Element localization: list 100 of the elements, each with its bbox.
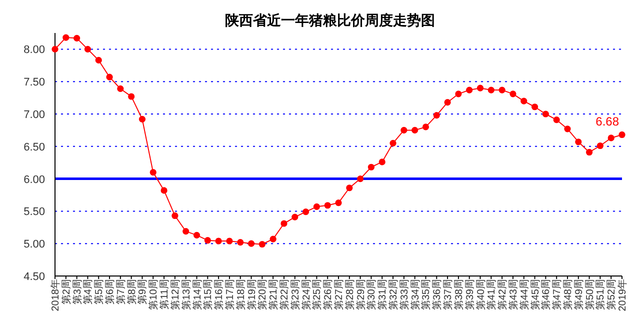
- x-tick-label: 第43周: [507, 279, 520, 310]
- x-tick-label: 第9周: [136, 279, 149, 305]
- x-tick-label: 第49周: [572, 279, 585, 310]
- point: [128, 93, 135, 100]
- y-tick-label: 8.00: [24, 44, 45, 56]
- x-tick-label: 第17周: [224, 279, 236, 310]
- point: [226, 238, 233, 244]
- point: [335, 199, 342, 206]
- x-tick-label: 第5周: [93, 279, 106, 305]
- point: [324, 202, 331, 209]
- point: [204, 237, 211, 244]
- data-label: 6.68: [596, 114, 620, 129]
- point: [292, 214, 298, 220]
- point: [182, 228, 190, 235]
- point: [52, 46, 58, 52]
- x-tick-label: 第35周: [420, 279, 432, 310]
- x-tick-label: 第11周: [158, 279, 171, 310]
- x-tick-label: 第40周: [474, 279, 487, 310]
- point: [488, 86, 494, 94]
- x-tick-label: 第28周: [344, 279, 356, 310]
- point: [476, 84, 484, 92]
- x-tick-label: 第24周: [300, 279, 312, 310]
- x-tick-label: 第44周: [518, 279, 530, 310]
- x-tick-label: 第29周: [354, 279, 367, 310]
- x-tick-label: 第21周: [268, 279, 280, 310]
- x-tick-label: 第25周: [311, 279, 324, 310]
- x-tick-label: 第23周: [289, 279, 302, 310]
- point: [160, 187, 168, 194]
- x-tick-label: 第37周: [442, 279, 454, 310]
- x-tick-label: 第46周: [540, 279, 552, 310]
- x-tick-label: 第4周: [82, 279, 94, 305]
- y-tick-label: 5.50: [24, 206, 45, 218]
- x-tick-label: 第48周: [562, 279, 574, 310]
- x-tick-label: 第50周: [584, 279, 596, 310]
- point: [422, 124, 430, 130]
- x-tick-label: 第13周: [180, 279, 192, 310]
- x-tick-label: 第20周: [256, 279, 269, 310]
- point: [575, 138, 582, 146]
- x-tick-label: 2018年: [50, 279, 62, 312]
- x-tick-label: 第32周: [388, 279, 400, 310]
- point: [215, 238, 222, 244]
- point: [531, 104, 538, 110]
- x-tick-label: 第26周: [322, 279, 334, 310]
- point: [553, 116, 560, 124]
- y-tick-label: 5.00: [24, 238, 45, 251]
- point: [346, 184, 353, 192]
- point: [596, 142, 604, 150]
- point: [95, 56, 102, 64]
- point: [74, 34, 80, 42]
- point: [302, 208, 310, 216]
- point: [138, 116, 146, 122]
- y-tick-label: 6.50: [24, 141, 45, 154]
- x-tick-label: 第6周: [104, 279, 116, 305]
- x-tick-label: 第27周: [333, 279, 345, 310]
- x-tick-label: 第52周: [606, 279, 618, 310]
- point: [62, 34, 70, 41]
- x-tick-label: 第10周: [148, 279, 160, 310]
- y-tick-label: 7.50: [24, 76, 45, 89]
- x-tick-label: 第36周: [431, 279, 444, 310]
- point: [618, 131, 626, 138]
- point: [400, 126, 408, 134]
- point: [498, 86, 506, 94]
- point: [510, 90, 516, 98]
- y-tick-label: 7.00: [24, 109, 45, 121]
- x-tick-label: 第41周: [486, 279, 498, 310]
- point: [542, 110, 549, 118]
- point: [106, 74, 113, 80]
- x-tick-label: 第31周: [376, 279, 389, 310]
- point: [193, 232, 200, 238]
- point: [390, 140, 396, 146]
- x-tick-label: 2019年: [616, 279, 628, 312]
- point: [150, 169, 156, 176]
- x-tick-label: 第22周: [278, 279, 290, 310]
- x-tick-label: 第14周: [191, 279, 204, 310]
- point: [433, 112, 440, 119]
- x-tick-label: 第15周: [202, 279, 214, 310]
- x-tick-label: 第12周: [169, 279, 182, 310]
- y-tick-label: 6.00: [24, 174, 45, 186]
- point: [117, 85, 124, 92]
- point: [280, 220, 288, 227]
- x-tick-label: 第16周: [213, 279, 226, 310]
- x-tick-label: 第39周: [464, 279, 476, 310]
- x-tick-label: 第18周: [234, 279, 247, 310]
- point: [84, 46, 92, 52]
- x-tick-label: 第34周: [409, 279, 422, 310]
- x-tick-label: 第42周: [496, 279, 509, 310]
- point: [455, 90, 462, 98]
- point: [444, 99, 451, 106]
- point: [378, 158, 386, 166]
- chart-title: 陕西省近一年猪粮比价周度走势图: [225, 12, 435, 28]
- point: [412, 126, 418, 134]
- x-tick-label: 第30周: [366, 279, 378, 310]
- point: [520, 98, 528, 104]
- x-tick-label: 第47周: [551, 279, 564, 310]
- y-tick-label: 4.50: [24, 271, 45, 283]
- x-tick-label: 第2周: [60, 279, 72, 305]
- x-tick-label: 第51周: [594, 279, 607, 310]
- point: [313, 203, 320, 210]
- x-tick-label: 第7周: [114, 279, 127, 305]
- x-tick-label: 第3周: [71, 279, 84, 305]
